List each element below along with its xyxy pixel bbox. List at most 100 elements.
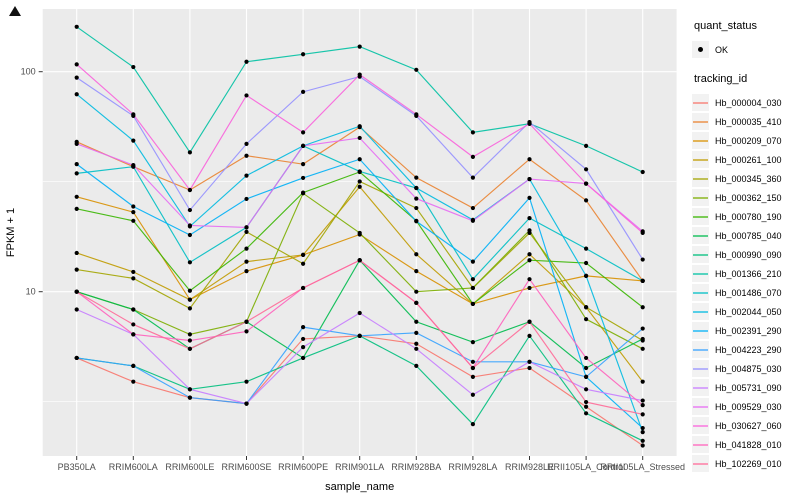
x-axis-title: sample_name xyxy=(325,481,394,493)
data-point xyxy=(470,175,475,180)
legend-item-label: Hb_000209_070 xyxy=(715,135,782,146)
data-point xyxy=(187,395,192,400)
data-point xyxy=(244,379,249,384)
data-point xyxy=(357,72,362,77)
data-point xyxy=(187,306,192,311)
data-point xyxy=(74,141,79,146)
data-point xyxy=(640,230,645,236)
legend-key-box xyxy=(692,379,709,396)
data-point xyxy=(470,359,475,364)
data-point xyxy=(301,261,306,266)
data-point xyxy=(301,89,306,94)
data-point xyxy=(244,246,249,251)
data-point xyxy=(527,359,532,364)
data-point xyxy=(301,143,306,148)
legend-item-label: Hb_000780_190 xyxy=(715,211,782,222)
data-point xyxy=(301,175,306,181)
data-point xyxy=(131,363,136,368)
legend-key-line xyxy=(693,102,708,104)
x-tick-label: RRIM928BA xyxy=(391,462,441,472)
legend-tracking-items: Hb_000004_030 Hb_000035_410 Hb_000209_070 H… xyxy=(692,93,798,473)
data-point xyxy=(584,404,589,409)
legend-key-line xyxy=(693,235,708,237)
data-point xyxy=(74,24,79,29)
data-point xyxy=(301,344,306,350)
data-point xyxy=(187,223,192,228)
data-point xyxy=(470,218,475,223)
legend-key-line xyxy=(693,254,708,256)
legend-item-label: Hb_001486_070 xyxy=(715,287,782,298)
data-point xyxy=(640,403,645,408)
data-point xyxy=(131,204,136,209)
data-point xyxy=(187,187,192,193)
legend-item-label: Hb_002391_290 xyxy=(715,325,782,336)
data-point xyxy=(584,198,589,203)
data-point xyxy=(357,44,362,49)
y-tick-label: 10 xyxy=(26,287,36,297)
data-point xyxy=(414,196,419,201)
data-point xyxy=(584,374,589,379)
data-point xyxy=(584,273,589,278)
legend-item: Hb_000261_100 xyxy=(692,150,798,169)
data-point xyxy=(131,64,136,70)
data-point xyxy=(357,258,362,263)
data-point xyxy=(131,112,136,117)
legend-title-quant-status: quant_status xyxy=(694,20,757,32)
corner-triangle-marker xyxy=(9,6,21,16)
data-point xyxy=(187,288,192,293)
data-point xyxy=(74,250,79,256)
data-point xyxy=(414,300,419,305)
x-tick-label: RRII105LA_Stressed xyxy=(600,462,685,472)
data-point xyxy=(527,121,532,126)
data-point xyxy=(187,297,192,302)
legend-item: Hb_000035_410 xyxy=(692,112,798,131)
data-point xyxy=(414,175,419,180)
data-point xyxy=(640,278,645,283)
data-point xyxy=(584,399,589,405)
legend-item-label: Hb_030627_060 xyxy=(715,420,782,431)
x-tick-label: PB350LA xyxy=(58,462,96,472)
data-point xyxy=(244,59,249,64)
data-point xyxy=(640,430,645,435)
legend-item: Hb_000780_190 xyxy=(692,207,798,226)
data-point xyxy=(74,171,79,176)
legend-item: Hb_102269_010 xyxy=(692,454,798,473)
legend-key-line xyxy=(693,216,708,218)
legend-item-label: Hb_004223_290 xyxy=(715,344,782,355)
data-point xyxy=(131,138,136,143)
x-tick-label: RRIM600LA xyxy=(109,462,158,472)
legend-key-line xyxy=(693,368,708,370)
data-point xyxy=(187,150,192,155)
data-point xyxy=(640,346,645,351)
legend-key-box xyxy=(692,322,709,339)
legend-item-label: OK xyxy=(715,44,729,55)
data-point xyxy=(527,176,532,182)
data-point xyxy=(244,93,249,98)
data-point xyxy=(527,195,532,200)
data-point xyxy=(244,259,249,264)
legend-key-line xyxy=(693,387,708,389)
data-point xyxy=(640,326,645,331)
data-point xyxy=(244,229,249,234)
legend-key-line xyxy=(693,273,708,275)
data-point xyxy=(414,205,419,211)
legend-key-box xyxy=(692,41,709,58)
data-point xyxy=(470,340,475,345)
legend-key-line xyxy=(693,159,708,161)
data-point xyxy=(470,422,475,427)
data-point xyxy=(74,62,79,67)
legend-item-label: Hb_009529_030 xyxy=(715,401,782,412)
legend-item: Hb_030627_060 xyxy=(692,416,798,435)
legend-item-label: Hb_000345_360 xyxy=(715,173,782,184)
data-point xyxy=(584,317,589,322)
legend-key-line xyxy=(693,292,708,294)
legend-key-line xyxy=(693,406,708,408)
data-point xyxy=(527,258,532,263)
data-point xyxy=(357,230,362,236)
data-point xyxy=(414,289,419,294)
legend-item-label: Hb_000785_040 xyxy=(715,230,782,241)
legend-key-box xyxy=(692,360,709,377)
data-point xyxy=(131,218,136,223)
data-point xyxy=(640,412,645,417)
data-point xyxy=(584,387,589,392)
